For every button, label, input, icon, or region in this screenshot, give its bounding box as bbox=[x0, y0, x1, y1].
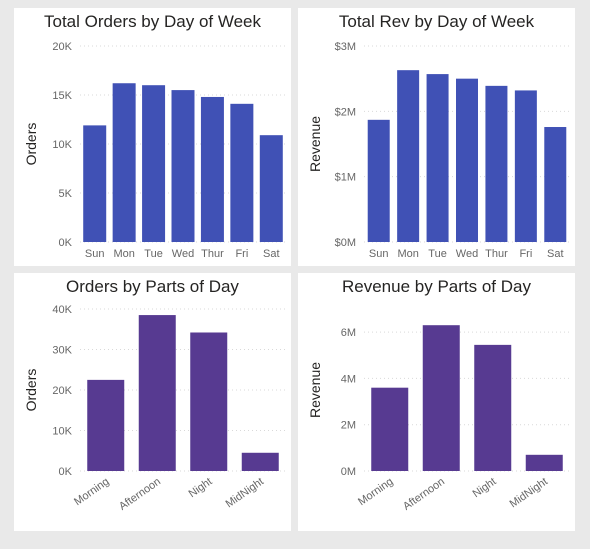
orders-by-day-chart-panel: Total Orders by Day of Week 0K 5K 10K 15K 20… bbox=[14, 8, 291, 266]
x-tick-label: Afternoon bbox=[401, 476, 447, 513]
bar bbox=[426, 74, 449, 243]
y-tick-label: 5K bbox=[59, 188, 73, 200]
y-tick-label: $1M bbox=[335, 172, 356, 184]
bar bbox=[200, 96, 224, 243]
x-tick-label: Fri bbox=[235, 248, 248, 260]
x-tick-label: Sat bbox=[263, 248, 280, 260]
x-tick-label: Morning bbox=[356, 476, 395, 509]
x-tick-label: Thur bbox=[485, 248, 508, 260]
x-tick-label: Night bbox=[471, 476, 499, 501]
x-tick-label: Sun bbox=[369, 248, 389, 260]
y-tick-label: 10K bbox=[52, 139, 72, 151]
y-axis-title: Orders bbox=[23, 123, 39, 166]
revenue-by-day-chart-panel: Total Rev by Day of Week $0M $1M $2M $3M Rev… bbox=[298, 8, 575, 266]
x-tick-label: Night bbox=[187, 476, 215, 501]
y-tick-label: 15K bbox=[52, 90, 72, 102]
x-tick-label: Wed bbox=[172, 248, 194, 260]
chart-plot: 0K 5K 10K 15K 20K Orders Sun Mon Tue Wed Thur Fri Sa… bbox=[23, 41, 286, 260]
chart-title: Orders by Parts of Day bbox=[66, 277, 239, 296]
bar bbox=[87, 379, 125, 471]
x-tick-label: Mon bbox=[113, 248, 134, 260]
orders-by-part-of-day-chart-panel: Orders by Parts of Day 0K 10K 20K 30K 40K Ord… bbox=[14, 273, 291, 531]
y-tick-label: 2M bbox=[341, 420, 356, 432]
y-tick-label: 20K bbox=[52, 41, 72, 53]
bar bbox=[112, 83, 136, 243]
x-tick-label: Mon bbox=[397, 248, 418, 260]
chart-plot: 0K 10K 20K 30K 40K Orders Morning Afternoon Nigh… bbox=[23, 304, 286, 513]
bar bbox=[397, 70, 420, 242]
bar bbox=[230, 103, 254, 242]
x-tick-label: MidNight bbox=[224, 476, 266, 511]
x-tick-label: Sat bbox=[547, 248, 564, 260]
chart-plot: $0M $1M $2M $3M Revenue Sun Mon Tue Wed Thur Fri Sa… bbox=[307, 41, 570, 260]
chart-title: Revenue by Parts of Day bbox=[342, 277, 531, 296]
x-tick-label: MidNight bbox=[508, 476, 550, 511]
y-tick-label: 20K bbox=[52, 385, 72, 397]
chart-title: Total Orders by Day of Week bbox=[44, 12, 261, 31]
y-tick-label: 30K bbox=[52, 345, 72, 357]
x-tick-label: Morning bbox=[72, 476, 111, 509]
bar bbox=[525, 454, 563, 471]
y-tick-label: 0K bbox=[59, 237, 73, 249]
bar bbox=[544, 127, 567, 242]
bar bbox=[485, 85, 508, 242]
y-tick-label: 0K bbox=[59, 466, 73, 478]
x-tick-label: Sun bbox=[85, 248, 105, 260]
bar bbox=[171, 90, 195, 242]
bar bbox=[241, 452, 279, 471]
bar bbox=[138, 315, 176, 471]
bar bbox=[474, 344, 512, 471]
bar bbox=[142, 85, 166, 242]
bar bbox=[514, 90, 537, 242]
y-axis-title: Orders bbox=[23, 369, 39, 412]
x-tick-label: Tue bbox=[428, 248, 447, 260]
y-axis-title: Revenue bbox=[307, 116, 323, 172]
y-tick-label: 40K bbox=[52, 304, 72, 316]
y-tick-label: 0M bbox=[341, 466, 356, 478]
bar bbox=[456, 78, 478, 243]
x-tick-label: Wed bbox=[456, 248, 478, 260]
y-tick-label: 6M bbox=[341, 327, 356, 339]
revenue-by-part-of-day-chart-panel: Revenue by Parts of Day 0M 2M 4M 6M Revenue M… bbox=[298, 273, 575, 531]
y-tick-label: $2M bbox=[335, 106, 356, 118]
bar bbox=[422, 325, 460, 471]
y-tick-label: 4M bbox=[341, 373, 356, 385]
y-axis-title: Revenue bbox=[307, 362, 323, 418]
x-tick-label: Tue bbox=[144, 248, 163, 260]
y-tick-label: $0M bbox=[335, 237, 356, 249]
x-tick-label: Afternoon bbox=[117, 476, 163, 513]
chart-title: Total Rev by Day of Week bbox=[338, 12, 535, 31]
x-tick-label: Thur bbox=[201, 248, 224, 260]
y-tick-label: 10K bbox=[52, 426, 72, 438]
bar bbox=[367, 119, 390, 242]
x-tick-label: Fri bbox=[519, 248, 532, 260]
bar bbox=[371, 387, 409, 471]
chart-plot: 0M 2M 4M 6M Revenue Morning Afternoon Night MidN… bbox=[307, 325, 570, 513]
bar bbox=[83, 125, 107, 242]
bar bbox=[259, 135, 283, 242]
y-tick-label: $3M bbox=[335, 41, 356, 53]
bar bbox=[190, 332, 228, 471]
